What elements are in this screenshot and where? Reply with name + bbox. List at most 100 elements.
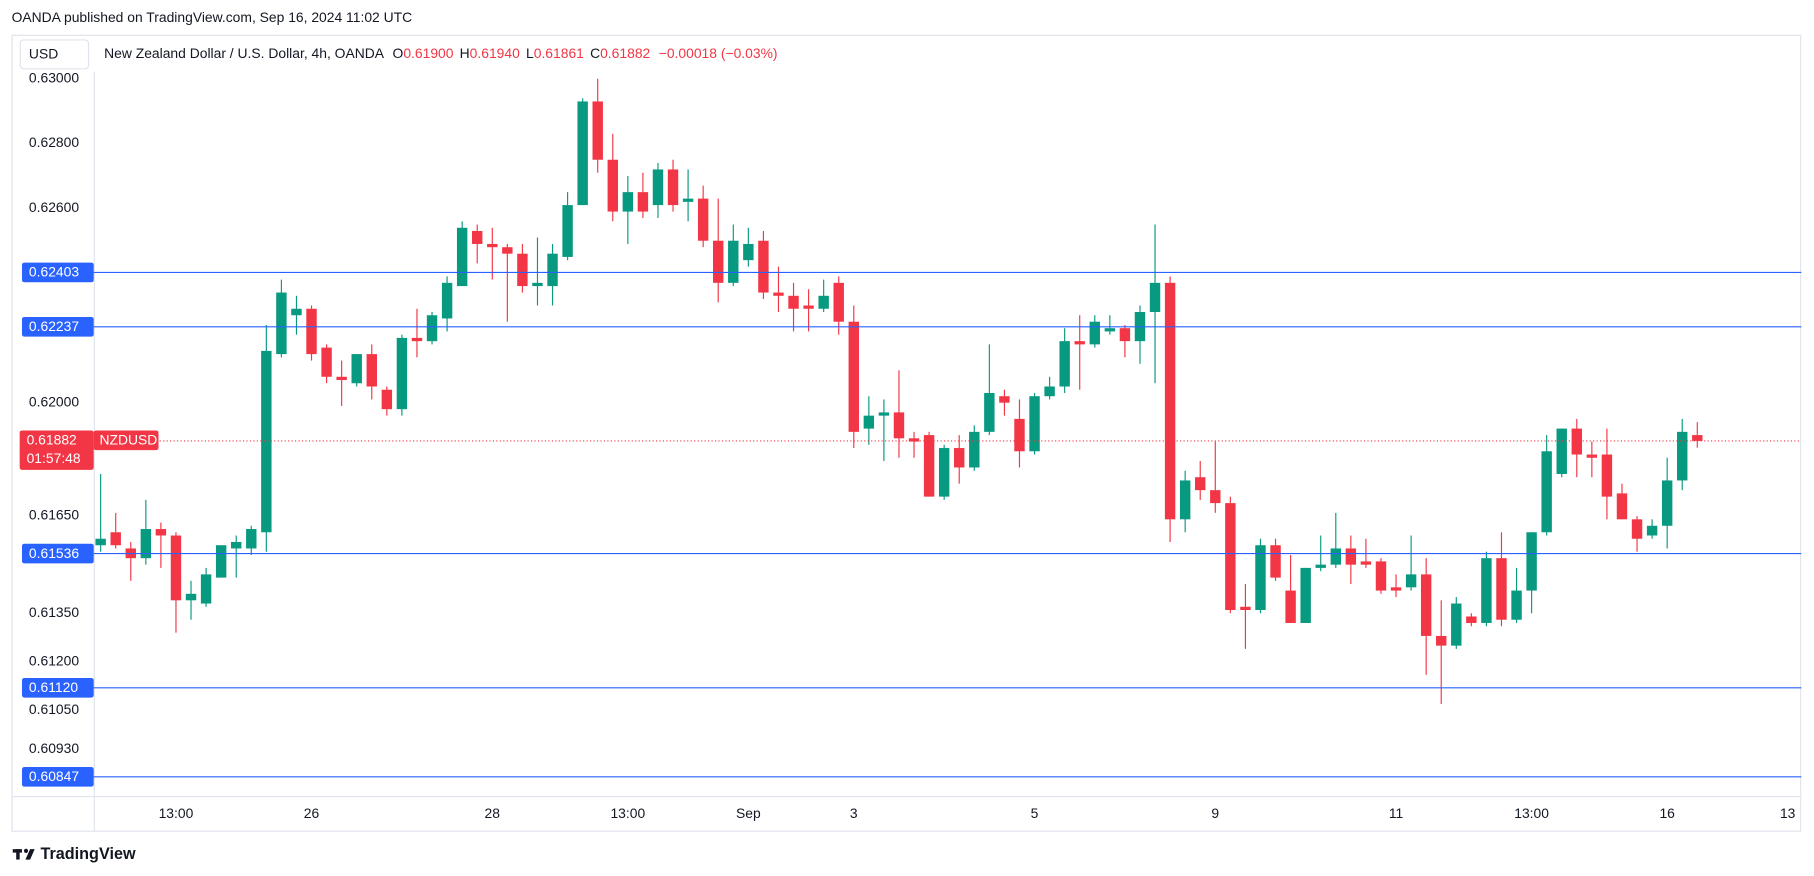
candle-body xyxy=(637,192,649,212)
candle-body xyxy=(682,198,694,202)
currency-button[interactable] xyxy=(19,39,90,70)
candle-body xyxy=(1616,493,1628,520)
x-tick-label: 5 xyxy=(1031,805,1039,821)
x-tick-label: Sep xyxy=(736,805,761,821)
level-label-box xyxy=(21,262,94,283)
candle-body xyxy=(713,240,724,283)
y-tick-label: 0.62600 xyxy=(29,199,79,215)
candle-body xyxy=(1601,454,1613,497)
candle-body xyxy=(291,308,302,316)
candle-body xyxy=(95,538,106,546)
candle-body xyxy=(1677,431,1688,481)
candle-body xyxy=(1225,503,1236,611)
candle-body xyxy=(652,169,664,206)
chart-frame xyxy=(11,34,1802,832)
x-tick-label: 28 xyxy=(485,805,501,821)
candle-body xyxy=(1466,616,1477,623)
candle-body xyxy=(803,305,814,309)
x-tick-label: 26 xyxy=(304,805,320,821)
candle-body xyxy=(1481,558,1492,623)
candle-body xyxy=(1179,480,1191,520)
candle-body xyxy=(923,435,935,497)
candle-body xyxy=(1661,480,1673,526)
candle-body xyxy=(502,247,513,254)
legend-key: H xyxy=(460,44,470,60)
x-tick-label: 11 xyxy=(1389,805,1404,821)
level-label-box xyxy=(21,543,94,564)
candle-body xyxy=(487,243,498,248)
candle-body xyxy=(938,448,950,497)
candle-body xyxy=(155,529,167,536)
candle-body xyxy=(1390,587,1402,591)
x-tick-label: 13:00 xyxy=(610,805,645,821)
candle-body xyxy=(999,396,1010,403)
candle-body xyxy=(1360,561,1372,565)
candle-body xyxy=(1164,282,1176,520)
candle-body xyxy=(1496,558,1507,620)
symbol-label: NZDUSD xyxy=(99,432,157,448)
candle-body xyxy=(532,282,543,287)
candle-body xyxy=(878,412,890,416)
x-tick-label: 13:00 xyxy=(1514,805,1549,821)
candle-body xyxy=(396,337,408,410)
y-tick-label: 0.61050 xyxy=(29,701,79,717)
candle-body xyxy=(1044,386,1055,397)
x-tick-label: 9 xyxy=(1211,805,1219,821)
legend-key: O xyxy=(393,44,404,60)
candle-body xyxy=(758,240,769,293)
level-label: 0.62403 xyxy=(29,264,79,280)
candle-body xyxy=(110,532,121,546)
candle-body xyxy=(969,431,980,468)
candle-body xyxy=(472,231,483,244)
candle-body xyxy=(456,227,468,287)
candle-body xyxy=(1556,428,1567,474)
legend-value: 0.61940 xyxy=(470,44,520,60)
candle-body xyxy=(1014,418,1025,452)
y-tick-label: 0.60930 xyxy=(29,740,79,756)
candle-body xyxy=(1375,561,1387,591)
candle-body xyxy=(818,295,829,309)
candle-body xyxy=(743,243,754,261)
candle-body xyxy=(321,347,332,377)
legend-key: C xyxy=(590,44,600,60)
candle-body xyxy=(1104,328,1116,332)
candle-body xyxy=(1526,532,1537,591)
candle-body xyxy=(351,354,362,384)
candle-body xyxy=(1285,590,1296,623)
last-price-label: 0.61882 xyxy=(27,432,77,448)
tradingview-logo xyxy=(12,848,35,860)
legend-value: 0.61882 xyxy=(600,44,650,60)
x-tick-label: 13:00 xyxy=(159,805,194,821)
candle-body xyxy=(1119,328,1131,342)
candle-body xyxy=(893,412,905,439)
legend-key: L xyxy=(526,44,534,60)
y-tick-label: 0.61200 xyxy=(29,653,79,669)
level-label-box xyxy=(21,767,94,787)
candle-body xyxy=(773,292,784,296)
candle-body xyxy=(140,529,152,559)
level-label: 0.62237 xyxy=(29,318,79,334)
candle-body xyxy=(185,593,197,601)
candle-body xyxy=(1571,428,1582,455)
y-tick-label: 0.63000 xyxy=(29,69,79,85)
candle-body xyxy=(306,308,317,355)
currency-label[interactable]: USD xyxy=(29,46,58,62)
candle-body xyxy=(1541,451,1552,533)
candle-body xyxy=(426,315,438,342)
candle-body xyxy=(1149,282,1161,312)
candle-body xyxy=(1300,567,1311,623)
candle-body xyxy=(547,253,558,287)
level-label: 0.61536 xyxy=(29,545,79,561)
y-tick-label: 0.61650 xyxy=(29,507,79,523)
countdown-label: 01:57:48 xyxy=(27,450,81,466)
candle-body xyxy=(1345,548,1357,565)
candle-body xyxy=(1089,321,1100,345)
footer-brand: TradingView xyxy=(40,845,135,863)
x-tick-label: 3 xyxy=(850,805,858,821)
candle-body xyxy=(1059,341,1070,387)
candle-body xyxy=(1330,548,1341,565)
level-label: 0.60847 xyxy=(29,768,79,784)
legend-value: 0.61900 xyxy=(403,44,453,60)
